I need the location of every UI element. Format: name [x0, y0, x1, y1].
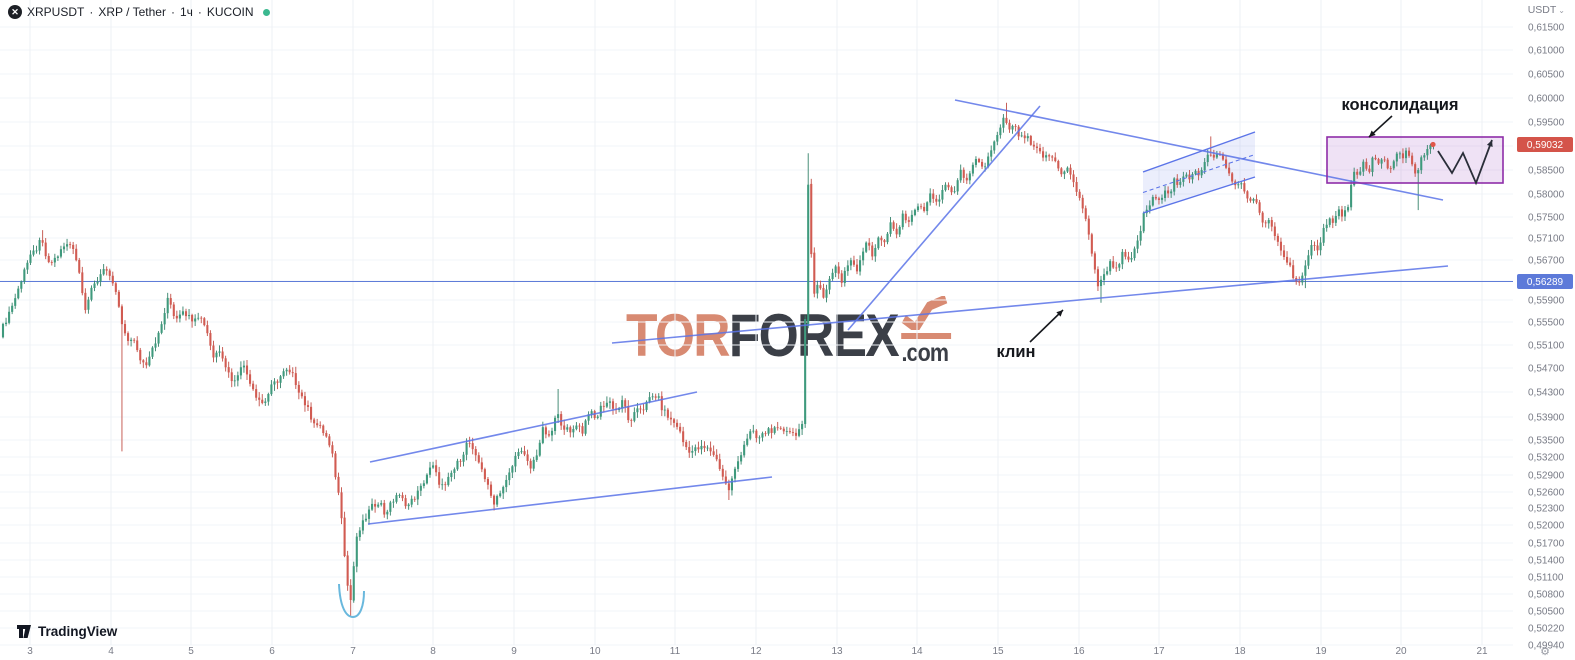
quote-currency-label: USDT — [1527, 4, 1557, 16]
time-axis-label: 7 — [350, 646, 356, 657]
price-axis-label: 0,51700 — [1528, 539, 1565, 550]
quote-currency-toggle[interactable]: USDT ⌄ — [1528, 4, 1565, 16]
time-axis-label: 19 — [1315, 646, 1327, 657]
price-axis-label: 0,51400 — [1528, 556, 1565, 567]
candlestick-series — [1, 102, 1435, 616]
rally-line[interactable] — [847, 105, 1041, 331]
wedge-arrow-head — [1056, 310, 1063, 317]
xrp-logo-icon: ✕ — [8, 5, 22, 19]
price-axis-label: 0,59500 — [1528, 118, 1565, 129]
time-axis-label: 6 — [269, 646, 275, 657]
price-axis-label: 0,58500 — [1528, 166, 1565, 177]
price-axis-label: 0,50220 — [1528, 624, 1565, 635]
price-axis-label: 0,52900 — [1528, 471, 1565, 482]
wedge-lower-line[interactable] — [611, 265, 1449, 344]
legend-separator: · — [170, 5, 175, 19]
time-axis-label: 4 — [108, 646, 114, 657]
symbol-legend[interactable]: ✕ XRPUSDT · XRP / Tether · 1ч · KUCOIN — [8, 5, 270, 19]
time-axis-label: 12 — [750, 646, 762, 657]
watermark-forex: FOREX — [728, 302, 900, 369]
legend-separator: · — [89, 5, 94, 19]
price-axis-label: 0,50500 — [1528, 607, 1565, 618]
flag-channel-lower[interactable] — [1142, 176, 1256, 214]
price-axis-label: 0,52300 — [1528, 504, 1565, 515]
time-axis-label: 18 — [1234, 646, 1246, 657]
time-axis-label: 14 — [911, 646, 923, 657]
legend-exchange: KUCOIN — [206, 5, 254, 19]
time-axis-label: 15 — [992, 646, 1004, 657]
time-axis-label: 3 — [27, 646, 33, 657]
price-axis-label: 0,61000 — [1528, 46, 1565, 57]
channel-upper[interactable] — [369, 391, 698, 463]
price-axis-label: 0,55500 — [1528, 318, 1565, 329]
price-axis-label: 0,54700 — [1528, 364, 1565, 375]
time-axis-label: 16 — [1073, 646, 1085, 657]
legend-symbol: XRPUSDT — [27, 5, 85, 19]
watermark-underline — [901, 333, 952, 339]
price-axis-label: 0,56700 — [1528, 256, 1565, 267]
support-level-badge-text: 0,56289 — [1527, 277, 1564, 288]
chevron-down-icon: ⌄ — [1558, 5, 1565, 15]
last-price-dot — [1430, 141, 1436, 148]
market-status-dot — [262, 8, 270, 16]
price-axis-label: 0,61500 — [1528, 23, 1565, 34]
price-axis-label: 0,60500 — [1528, 70, 1565, 81]
price-axis-label: 0,55900 — [1528, 296, 1565, 307]
price-axis-label: 0,51100 — [1528, 573, 1564, 584]
watermark-tor: TOR — [626, 302, 731, 369]
time-axis-label: 20 — [1395, 646, 1407, 657]
time-axis-label: 11 — [670, 646, 681, 657]
projection-zigzag-arrow-head — [1486, 140, 1493, 147]
price-axis-label: 0,52600 — [1528, 488, 1565, 499]
settings-gear-icon[interactable]: ⚙ — [1540, 646, 1550, 658]
price-axis-label: 0,53200 — [1528, 453, 1565, 464]
price-axis-label: 0,54300 — [1528, 388, 1565, 399]
price-axis-label: 0,53900 — [1528, 413, 1565, 424]
last-price-badge-text: 0,59032 — [1527, 140, 1564, 151]
trend-arrow-icon — [901, 296, 948, 330]
consolidation-arrow-head — [1369, 130, 1376, 137]
consolidation-box-border[interactable] — [1326, 136, 1504, 184]
flag-channel-upper[interactable] — [1142, 131, 1256, 173]
time-axis-label: 13 — [831, 646, 843, 657]
annotation-consolidation[interactable]: консолидация — [1341, 96, 1458, 114]
price-axis-label: 0,60000 — [1528, 94, 1565, 105]
reversal-arc[interactable] — [338, 583, 365, 619]
time-axis-label: 21 — [1476, 646, 1488, 657]
tradingview-mark-icon — [17, 625, 31, 638]
legend-interval[interactable]: 1ч — [179, 5, 193, 19]
legend-description: XRP / Tether — [98, 5, 166, 19]
time-axis-label: 10 — [589, 646, 601, 657]
legend-separator: · — [197, 5, 202, 19]
price-axis-label: 0,58000 — [1528, 190, 1565, 201]
last-price-badge — [1517, 136, 1573, 152]
projection-zigzag-arrow[interactable] — [1475, 139, 1493, 184]
tradingview-label: TradingView — [38, 624, 118, 639]
price-axis-label: 0,53500 — [1528, 436, 1565, 447]
price-axis-label: 0,50800 — [1528, 590, 1565, 601]
price-axis-label: 0,57100 — [1528, 234, 1565, 245]
flag-channel-midline[interactable] — [1142, 154, 1256, 193]
wedge-arrow[interactable] — [1029, 309, 1064, 343]
torforex-watermark: TOR FOREX .com — [626, 296, 952, 369]
annotation-wedge[interactable]: клин — [996, 343, 1035, 361]
time-axis-label: 17 — [1153, 646, 1165, 657]
channel-lower[interactable] — [367, 476, 773, 525]
tradingview-logo[interactable]: TradingView — [16, 624, 117, 639]
time-axis-label: 8 — [430, 646, 436, 657]
price-axis-label: 0,49940 — [1528, 641, 1565, 652]
support-level-badge — [1517, 274, 1573, 290]
time-axis-label: 9 — [511, 646, 517, 657]
price-axis-label: 0,55100 — [1528, 341, 1565, 352]
price-axis-label: 0,57500 — [1528, 213, 1565, 224]
price-axis-label: 0,52000 — [1528, 521, 1565, 532]
time-axis-label: 5 — [188, 646, 194, 657]
